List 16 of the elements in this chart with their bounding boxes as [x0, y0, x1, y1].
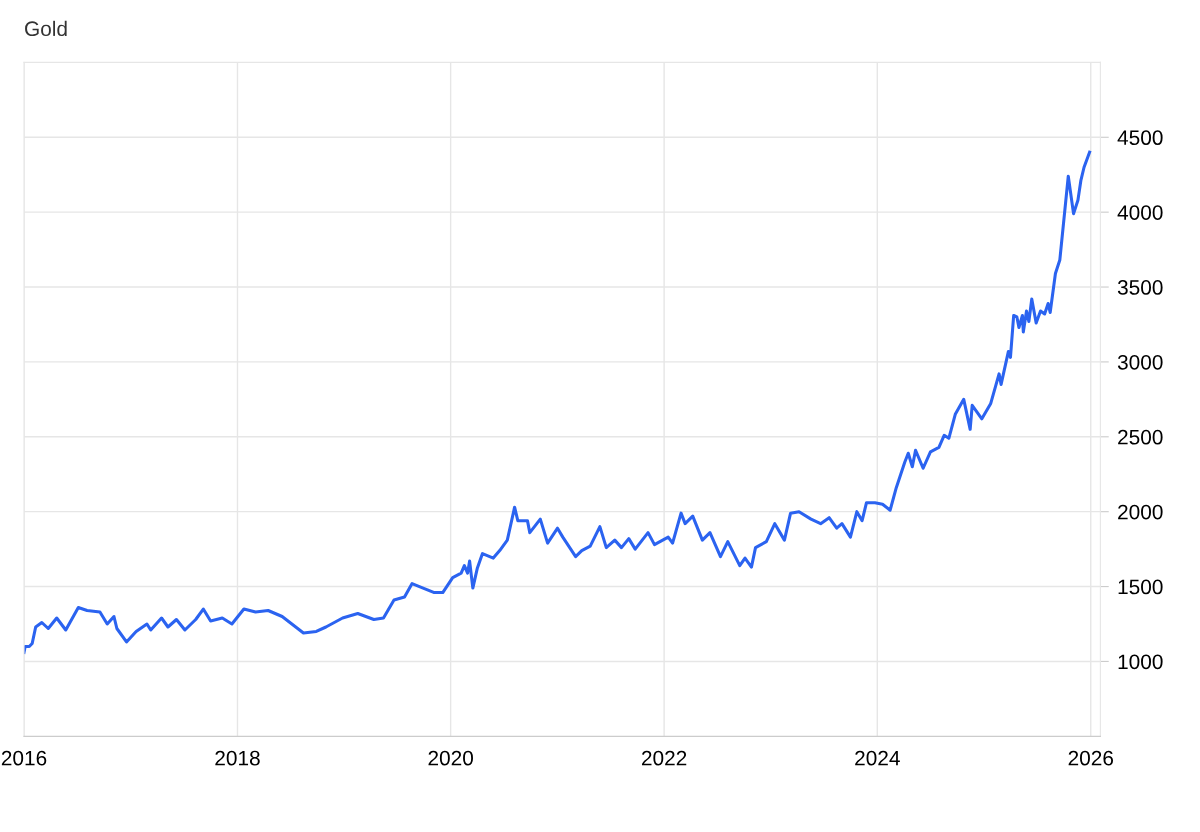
- y-tick-label: 4000: [1117, 205, 1163, 220]
- y-tick-label: 2500: [1118, 429, 1163, 445]
- line-series: [24, 150, 1092, 654]
- y-tick-label: 1500: [1118, 579, 1163, 595]
- x-tick-label: 2016: [1, 750, 47, 766]
- chart-title: Gold: [25, 20, 67, 37]
- x-tick-label: 2020: [428, 750, 474, 766]
- y-tick-label: 4500: [1117, 130, 1163, 146]
- x-tick-label: 2018: [215, 750, 260, 766]
- x-tick-label: 2022: [641, 750, 687, 766]
- y-tick-label: 2000: [1118, 504, 1163, 520]
- y-tick-label: 1000: [1118, 654, 1163, 670]
- x-tick-label: 2024: [855, 750, 900, 766]
- y-tick-label: 3000: [1117, 354, 1163, 370]
- x-tick-label: 2026: [1068, 750, 1114, 766]
- y-tick-label: 3500: [1117, 280, 1163, 295]
